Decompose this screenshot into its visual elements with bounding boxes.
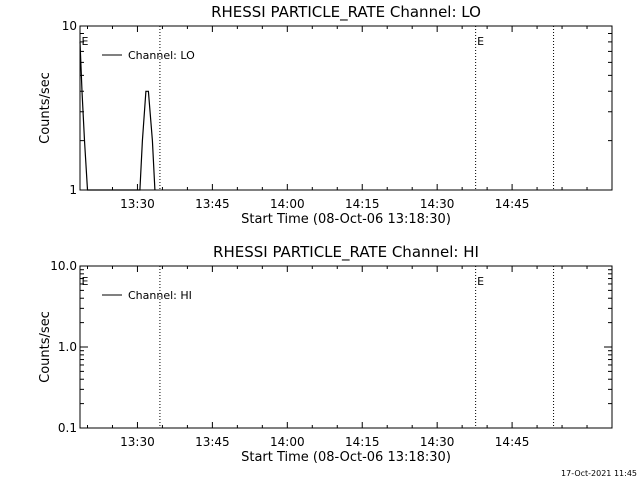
legend-entry: Channel: HI (128, 289, 192, 302)
series-line-channel-lo (79, 41, 156, 191)
x-tick-label: 13:30 (120, 435, 155, 449)
x-tick-label: 13:45 (195, 435, 230, 449)
x-tick-label: 14:30 (420, 197, 455, 211)
panel-hi-channel: RHESSI PARTICLE_RATE Channel: HI 13:30 13:… (38, 243, 613, 465)
x-tick-label: 14:15 (345, 197, 380, 211)
y-tick-label: 0.1 (58, 421, 77, 435)
event-marker-label: E (81, 275, 88, 288)
y-axis-label: Counts/sec (38, 72, 53, 144)
chart-title: RHESSI PARTICLE_RATE Channel: HI (213, 243, 479, 262)
x-tick-label: 13:45 (195, 197, 230, 211)
x-tick-label: 14:15 (345, 435, 380, 449)
event-marker-label: E (477, 275, 484, 288)
panel-lo-channel: RHESSI PARTICLE_RATE Channel: LO 13:30 13:… (38, 3, 613, 227)
x-tick-label: 14:00 (270, 197, 305, 211)
event-marker-label: E (477, 35, 484, 48)
event-marker-label: E (81, 35, 88, 48)
y-axis-label: Counts/sec (38, 311, 53, 383)
x-tick-label: 13:30 (120, 197, 155, 211)
x-tick-label: 14:45 (495, 435, 530, 449)
footer-timestamp: 17-Oct-2021 11:45 (561, 469, 637, 478)
x-axis-label: Start Time (08-Oct-06 13:18:30) (241, 212, 451, 227)
x-tick-label: 14:45 (495, 197, 530, 211)
x-tick-label: 14:30 (420, 435, 455, 449)
legend-entry: Channel: LO (128, 49, 195, 62)
plot-frame (79, 25, 613, 191)
y-tick-label: 10 (62, 19, 77, 33)
y-tick-label: 10.0 (50, 259, 77, 273)
x-axis-label: Start Time (08-Oct-06 13:18:30) (241, 450, 451, 465)
y-tick-label: 1 (69, 183, 77, 197)
y-tick-label: 1.0 (58, 340, 77, 354)
chart-title: RHESSI PARTICLE_RATE Channel: LO (211, 3, 481, 22)
x-tick-label: 14:00 (270, 435, 305, 449)
